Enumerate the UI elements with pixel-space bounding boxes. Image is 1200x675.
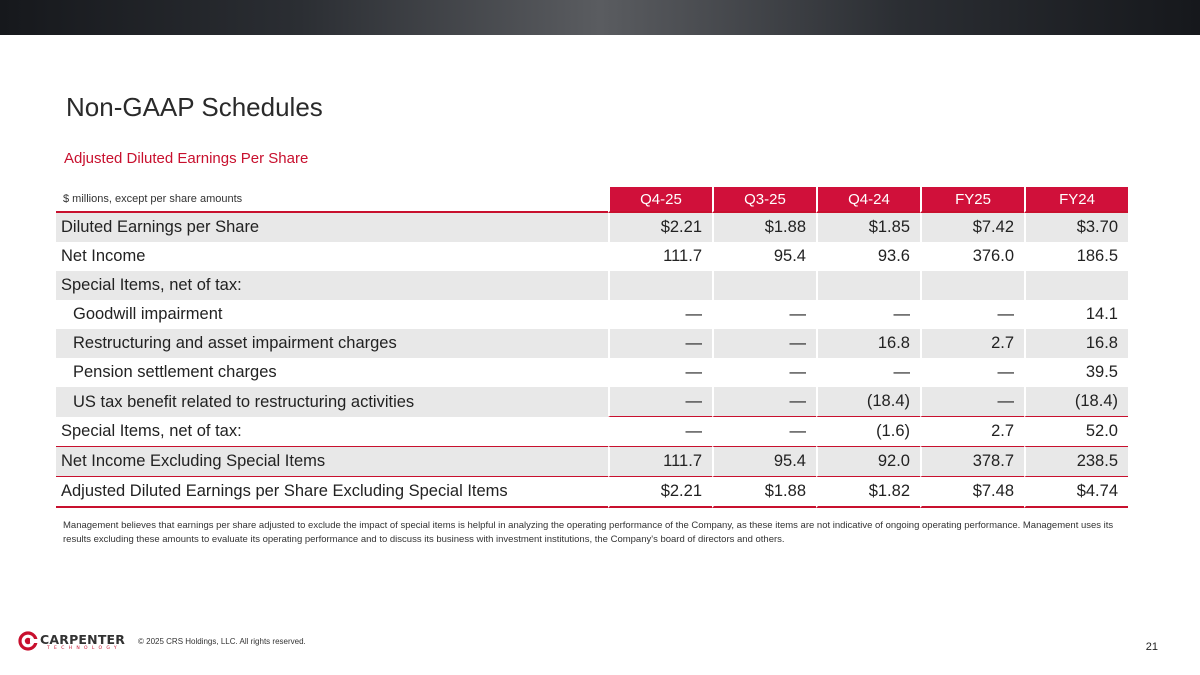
column-header-q3-25: Q3-25 xyxy=(712,187,816,213)
row-label: Special Items, net of tax: xyxy=(56,271,608,300)
table-cell: $1.88 xyxy=(712,477,816,508)
table-cell: 14.1 xyxy=(1024,300,1128,329)
table-row: Net Income 111.7 95.4 93.6 376.0 186.5 xyxy=(56,242,1128,271)
section-subtitle: Adjusted Diluted Earnings Per Share xyxy=(64,150,309,167)
table-row: Restructuring and asset impairment charg… xyxy=(56,329,1128,358)
table-cell: $1.88 xyxy=(712,213,816,242)
table-cell: 186.5 xyxy=(1024,242,1128,271)
row-label: US tax benefit related to restructuring … xyxy=(56,387,608,417)
row-label: Pension settlement charges xyxy=(73,363,277,381)
table-row: Diluted Earnings per Share $2.21 $1.88 $… xyxy=(56,213,1128,242)
column-header-fy24: FY24 xyxy=(1024,187,1128,213)
table-cell: 52.0 xyxy=(1024,417,1128,447)
table-cell: 95.4 xyxy=(712,242,816,271)
row-label: Restructuring and asset impairment charg… xyxy=(56,329,608,358)
table-cell xyxy=(1024,271,1128,300)
logo-subtext: TECHNOLOGY xyxy=(47,646,121,651)
table-cell: (1.6) xyxy=(816,417,920,447)
table-cell: — xyxy=(712,300,816,329)
table-cell: (18.4) xyxy=(1024,387,1128,417)
table-cell: — xyxy=(608,387,712,417)
table-cell: 92.0 xyxy=(816,447,920,477)
top-banner xyxy=(0,0,1200,35)
row-label: Adjusted Diluted Earnings per Share Excl… xyxy=(56,477,608,508)
row-label: Diluted Earnings per Share xyxy=(56,213,608,242)
table-cell: — xyxy=(712,329,816,358)
table-cell: 111.7 xyxy=(608,447,712,477)
table-cell: — xyxy=(712,387,816,417)
table-cell: — xyxy=(712,358,816,387)
column-header-fy25: FY25 xyxy=(920,187,1024,213)
table-cell xyxy=(608,271,712,300)
table-cell: 376.0 xyxy=(920,242,1024,271)
table-cell: — xyxy=(816,358,920,387)
table-cell: — xyxy=(920,358,1024,387)
units-label: $ millions, except per share amounts xyxy=(56,187,608,213)
table-cell: — xyxy=(712,417,816,447)
table-cell: — xyxy=(608,300,712,329)
table-cell: 39.5 xyxy=(1024,358,1128,387)
table-row: Adjusted Diluted Earnings per Share Excl… xyxy=(56,477,1128,508)
page-number: 21 xyxy=(1145,641,1158,653)
row-label: Goodwill impairment xyxy=(73,305,223,323)
table-cell: 95.4 xyxy=(712,447,816,477)
table-cell: 16.8 xyxy=(816,329,920,358)
carpenter-logo-icon xyxy=(18,631,38,651)
column-header-q4-25: Q4-25 xyxy=(608,187,712,213)
table-cell xyxy=(712,271,816,300)
table-cell: — xyxy=(608,358,712,387)
table-cell xyxy=(920,271,1024,300)
company-logo: CARPENTER TECHNOLOGY xyxy=(18,631,128,653)
table-cell: (18.4) xyxy=(816,387,920,417)
table-row: Pension settlement charges — — — — 39.5 xyxy=(56,358,1128,387)
table-header-row: $ millions, except per share amounts Q4-… xyxy=(56,187,1128,213)
table-cell: $7.42 xyxy=(920,213,1024,242)
table-cell: — xyxy=(816,300,920,329)
row-label: Special Items, net of tax: xyxy=(56,417,608,447)
table-cell: — xyxy=(920,300,1024,329)
table-cell: — xyxy=(608,329,712,358)
page-title: Non-GAAP Schedules xyxy=(66,92,323,122)
table-cell: — xyxy=(920,387,1024,417)
table-row: US tax benefit related to restructuring … xyxy=(56,387,1128,417)
table-cell: $1.82 xyxy=(816,477,920,508)
table-cell: — xyxy=(608,417,712,447)
table-cell: 2.7 xyxy=(920,417,1024,447)
row-label: Net Income xyxy=(61,247,146,265)
table-cell: 16.8 xyxy=(1024,329,1128,358)
table-cell: $7.48 xyxy=(920,477,1024,508)
column-header-q4-24: Q4-24 xyxy=(816,187,920,213)
table-cell xyxy=(816,271,920,300)
eps-reconciliation-table: $ millions, except per share amounts Q4-… xyxy=(56,187,1128,508)
table-row: Special Items, net of tax: xyxy=(56,271,1128,300)
table-row: Net Income Excluding Special Items 111.7… xyxy=(56,447,1128,477)
table-cell: $2.21 xyxy=(608,477,712,508)
table-cell: 111.7 xyxy=(608,242,712,271)
table-cell: 2.7 xyxy=(920,329,1024,358)
row-label: Net Income Excluding Special Items xyxy=(56,447,608,477)
table-cell: 378.7 xyxy=(920,447,1024,477)
logo-wordmark: CARPENTER xyxy=(40,632,126,647)
table-row: Special Items, net of tax: — — (1.6) 2.7… xyxy=(56,417,1128,447)
table-cell: $3.70 xyxy=(1024,213,1128,242)
footnote: Management believes that earnings per sh… xyxy=(63,520,1114,545)
copyright-notice: © 2025 CRS Holdings, LLC. All rights res… xyxy=(138,637,306,646)
table-cell: $4.74 xyxy=(1024,477,1128,508)
table-row: Goodwill impairment — — — — 14.1 xyxy=(56,300,1128,329)
table-cell: $1.85 xyxy=(816,213,920,242)
table-cell: $2.21 xyxy=(608,213,712,242)
table-cell: 93.6 xyxy=(816,242,920,271)
table-cell: 238.5 xyxy=(1024,447,1128,477)
